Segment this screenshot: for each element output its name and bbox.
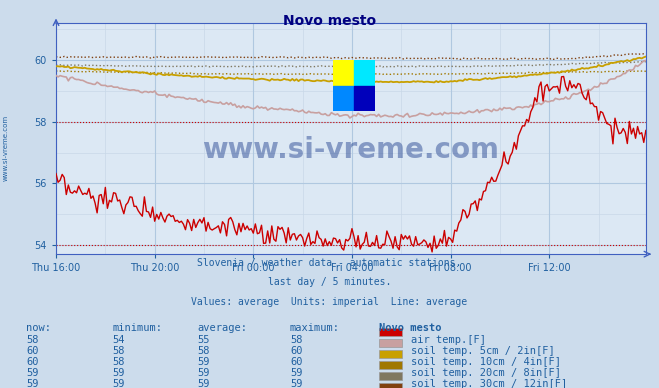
FancyBboxPatch shape <box>379 350 402 358</box>
Text: soil temp. 30cm / 12in[F]: soil temp. 30cm / 12in[F] <box>411 379 567 388</box>
Text: 58: 58 <box>112 357 125 367</box>
Text: 58: 58 <box>26 334 39 345</box>
Text: Novo mesto: Novo mesto <box>283 14 376 28</box>
Text: last day / 5 minutes.: last day / 5 minutes. <box>268 277 391 288</box>
Text: 60: 60 <box>26 357 39 367</box>
FancyBboxPatch shape <box>379 372 402 381</box>
Text: 54: 54 <box>112 334 125 345</box>
Text: 59: 59 <box>290 368 302 378</box>
Text: 58: 58 <box>290 334 302 345</box>
Text: air temp.[F]: air temp.[F] <box>411 334 486 345</box>
Text: 59: 59 <box>112 368 125 378</box>
Text: average:: average: <box>198 324 248 333</box>
Bar <box>354 86 374 111</box>
Text: 58: 58 <box>198 346 210 356</box>
Text: 59: 59 <box>26 379 39 388</box>
Text: 59: 59 <box>198 368 210 378</box>
Text: Values: average  Units: imperial  Line: average: Values: average Units: imperial Line: av… <box>191 297 468 307</box>
Text: 59: 59 <box>26 368 39 378</box>
FancyBboxPatch shape <box>379 383 402 388</box>
Bar <box>333 86 354 111</box>
Text: 55: 55 <box>198 334 210 345</box>
Text: 59: 59 <box>198 379 210 388</box>
Text: 59: 59 <box>290 379 302 388</box>
Text: 60: 60 <box>290 357 302 367</box>
Text: www.si-vreme.com: www.si-vreme.com <box>202 136 500 164</box>
Text: 60: 60 <box>290 346 302 356</box>
Text: www.si-vreme.com: www.si-vreme.com <box>2 114 9 180</box>
FancyBboxPatch shape <box>379 361 402 369</box>
Text: maximum:: maximum: <box>290 324 340 333</box>
Text: Novo mesto: Novo mesto <box>379 324 442 333</box>
Text: now:: now: <box>26 324 51 333</box>
Bar <box>333 60 354 86</box>
Text: 59: 59 <box>198 357 210 367</box>
Text: Slovenia / weather data - automatic stations.: Slovenia / weather data - automatic stat… <box>197 258 462 268</box>
Text: soil temp. 5cm / 2in[F]: soil temp. 5cm / 2in[F] <box>411 346 554 356</box>
Text: 59: 59 <box>112 379 125 388</box>
Bar <box>354 60 374 86</box>
Text: minimum:: minimum: <box>112 324 162 333</box>
Text: soil temp. 10cm / 4in[F]: soil temp. 10cm / 4in[F] <box>411 357 561 367</box>
Text: 58: 58 <box>112 346 125 356</box>
Text: soil temp. 20cm / 8in[F]: soil temp. 20cm / 8in[F] <box>411 368 561 378</box>
FancyBboxPatch shape <box>379 339 402 347</box>
FancyBboxPatch shape <box>379 328 402 336</box>
Text: 60: 60 <box>26 346 39 356</box>
